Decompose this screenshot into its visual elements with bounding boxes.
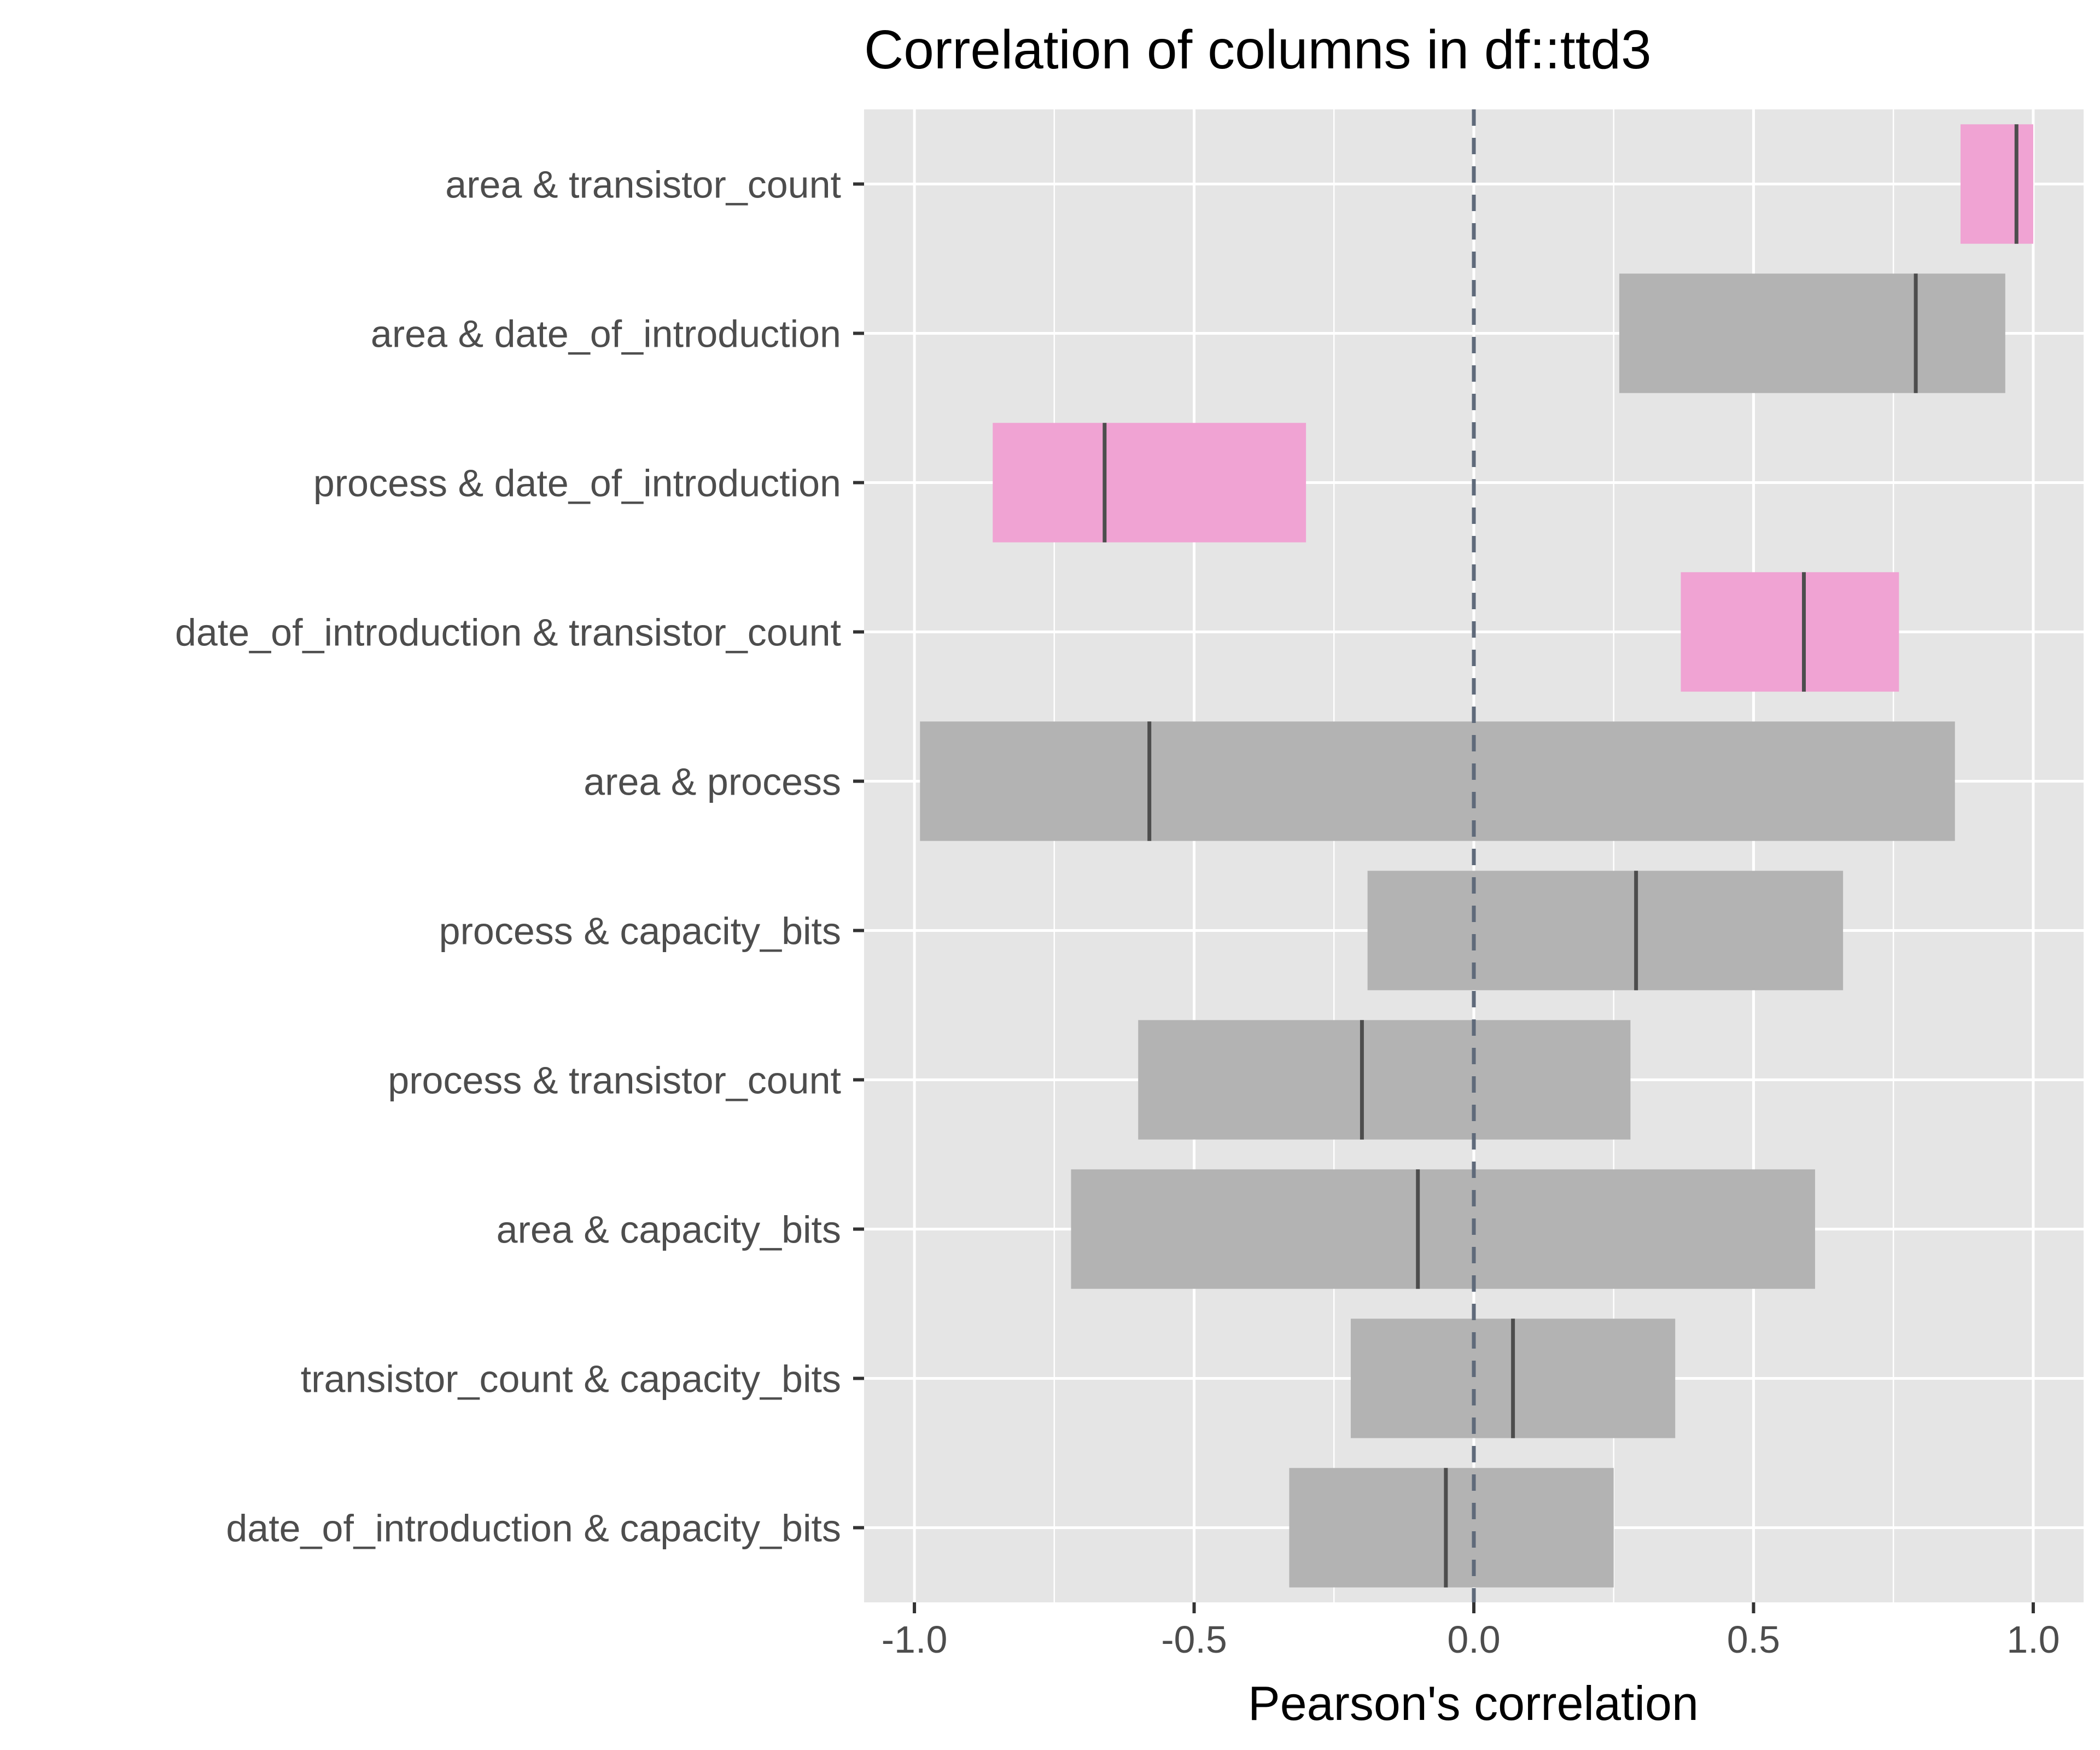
y-tick-label: date_of_introduction & transistor_count bbox=[175, 611, 841, 654]
chart-title: Correlation of columns in df::ttd3 bbox=[864, 19, 1652, 80]
y-tick-label: process & transistor_count bbox=[388, 1059, 841, 1102]
x-tick-label: 0.5 bbox=[1727, 1618, 1780, 1661]
confidence-interval-bar bbox=[1289, 1468, 1614, 1588]
correlation-bars bbox=[920, 124, 2033, 1588]
x-tick-label: 0.0 bbox=[1447, 1618, 1500, 1661]
confidence-interval-bar bbox=[1367, 871, 1844, 990]
y-tick-label: process & date_of_introduction bbox=[313, 462, 841, 505]
y-tick-label: process & capacity_bits bbox=[439, 910, 841, 953]
x-axis-title: Pearson's correlation bbox=[1248, 1676, 1699, 1730]
y-tick-label: date_of_introduction & capacity_bits bbox=[226, 1507, 841, 1550]
confidence-interval-bar bbox=[1681, 572, 1899, 692]
y-tick-label: area & process bbox=[584, 761, 841, 803]
x-tick-label: -0.5 bbox=[1161, 1618, 1227, 1661]
confidence-interval-bar bbox=[1619, 273, 2005, 393]
y-tick-label: transistor_count & capacity_bits bbox=[301, 1358, 841, 1401]
confidence-interval-bar bbox=[993, 423, 1306, 542]
y-tick-label: area & date_of_introduction bbox=[371, 313, 841, 355]
y-tick-label: area & capacity_bits bbox=[497, 1209, 841, 1251]
x-tick-label: 1.0 bbox=[2006, 1618, 2060, 1661]
x-tick-label: -1.0 bbox=[882, 1618, 948, 1661]
confidence-interval-bar bbox=[1071, 1169, 1815, 1289]
estimate-markers bbox=[1102, 124, 2019, 1588]
y-tick-label: area & transistor_count bbox=[445, 164, 841, 206]
x-axis-ticks: -1.0 -0.5 0.0 0.5 1.0 bbox=[882, 1602, 2060, 1661]
confidence-interval-bar bbox=[1960, 124, 2033, 244]
confidence-interval-bar bbox=[920, 721, 1955, 841]
confidence-interval-bar bbox=[1138, 1020, 1631, 1140]
